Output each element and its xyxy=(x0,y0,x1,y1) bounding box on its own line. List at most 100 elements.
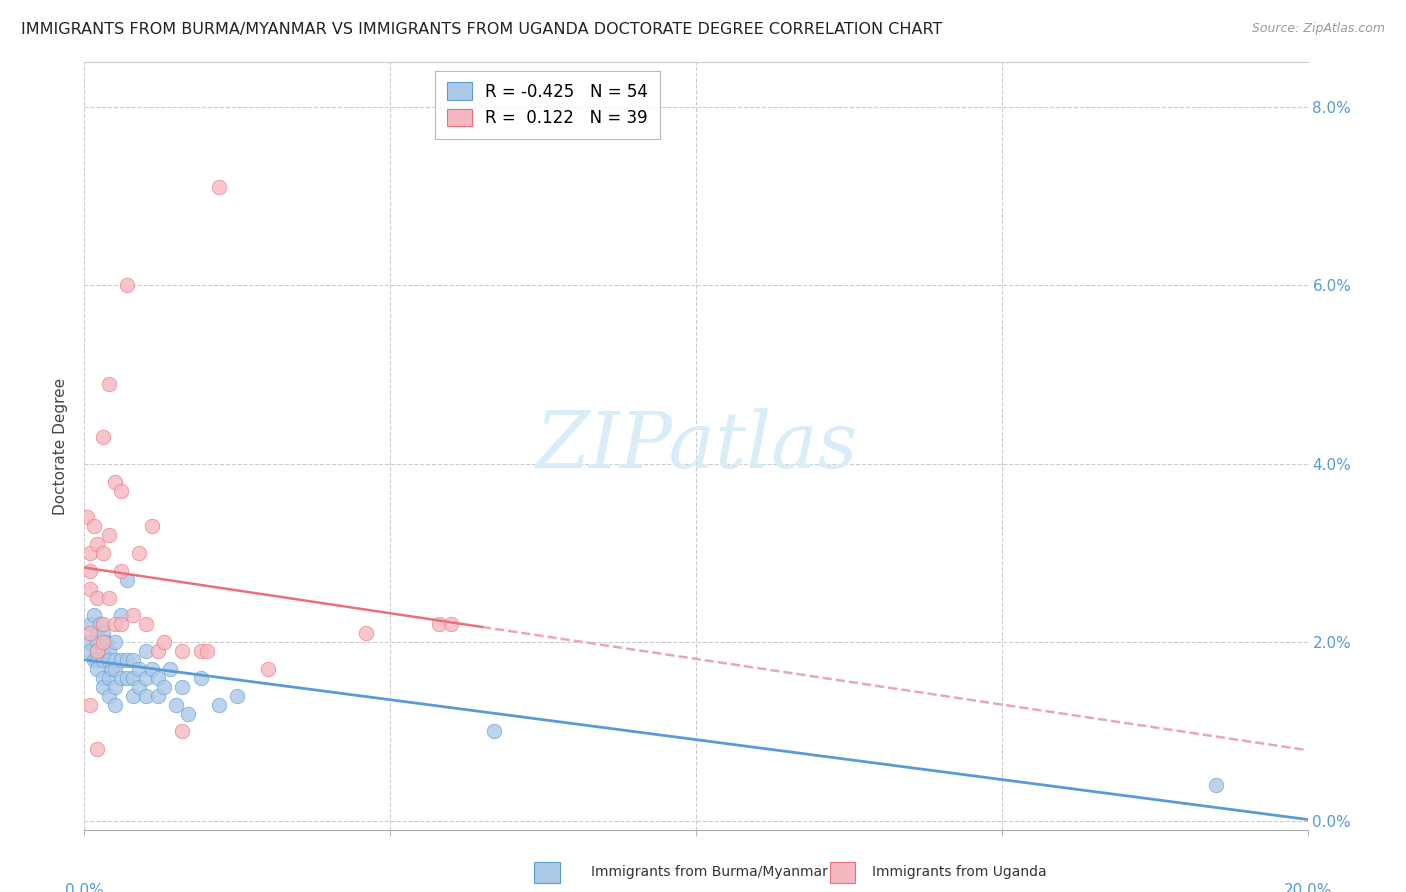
Point xyxy=(86,626,108,640)
Point xyxy=(257,662,280,676)
Point xyxy=(115,653,138,667)
Point xyxy=(208,698,231,712)
Point xyxy=(79,644,101,658)
Point xyxy=(135,644,157,658)
Point xyxy=(91,635,114,649)
Point xyxy=(128,662,150,676)
Point xyxy=(76,510,98,524)
Text: Immigrants from Uganda: Immigrants from Uganda xyxy=(872,865,1046,880)
Point xyxy=(91,653,114,667)
Point xyxy=(104,662,127,676)
Point xyxy=(101,662,124,676)
Point xyxy=(97,644,120,658)
Point xyxy=(86,662,108,676)
Y-axis label: Doctorate Degree: Doctorate Degree xyxy=(53,377,69,515)
Text: IMMIGRANTS FROM BURMA/MYANMAR VS IMMIGRANTS FROM UGANDA DOCTORATE DEGREE CORRELA: IMMIGRANTS FROM BURMA/MYANMAR VS IMMIGRA… xyxy=(21,22,942,37)
Text: Source: ZipAtlas.com: Source: ZipAtlas.com xyxy=(1251,22,1385,36)
Point xyxy=(97,591,120,605)
Point xyxy=(83,519,105,533)
Point xyxy=(482,724,505,739)
Point xyxy=(110,564,132,578)
Point xyxy=(427,617,450,632)
Point xyxy=(86,537,108,551)
Point xyxy=(76,635,98,649)
Point xyxy=(122,653,145,667)
Point xyxy=(135,689,157,703)
Point xyxy=(141,662,163,676)
Point xyxy=(135,671,157,685)
Point xyxy=(91,430,114,444)
Point xyxy=(91,626,114,640)
Point xyxy=(172,644,194,658)
Point xyxy=(91,671,114,685)
Point xyxy=(86,635,108,649)
Point xyxy=(122,671,145,685)
Point xyxy=(83,653,105,667)
Text: 0.0%: 0.0% xyxy=(65,883,104,892)
Point xyxy=(79,626,101,640)
Point xyxy=(1205,778,1227,792)
Point xyxy=(226,689,249,703)
Point xyxy=(159,662,181,676)
Point xyxy=(91,680,114,694)
Point xyxy=(83,608,105,623)
Point xyxy=(86,644,108,658)
Point xyxy=(104,653,127,667)
Point xyxy=(91,546,114,560)
Text: Immigrants from Burma/Myanmar: Immigrants from Burma/Myanmar xyxy=(591,865,827,880)
Point xyxy=(97,653,120,667)
Point xyxy=(128,680,150,694)
Point xyxy=(91,617,114,632)
Point xyxy=(172,724,194,739)
Point xyxy=(104,680,127,694)
Point xyxy=(172,680,194,694)
Point xyxy=(79,564,101,578)
Point xyxy=(146,689,169,703)
Point xyxy=(110,608,132,623)
Point xyxy=(110,617,132,632)
Point xyxy=(89,617,111,632)
Point xyxy=(177,706,200,721)
Point xyxy=(79,617,101,632)
Point xyxy=(97,671,120,685)
Point xyxy=(110,671,132,685)
Point xyxy=(94,635,117,649)
Point xyxy=(165,698,187,712)
Point xyxy=(115,573,138,587)
Point xyxy=(79,582,101,596)
Point xyxy=(104,617,127,632)
Point xyxy=(104,698,127,712)
Point xyxy=(190,671,212,685)
Point xyxy=(141,519,163,533)
Point xyxy=(104,475,127,489)
Point xyxy=(195,644,218,658)
Point xyxy=(97,689,120,703)
Point xyxy=(86,644,108,658)
Point xyxy=(86,591,108,605)
Point xyxy=(91,644,114,658)
Point xyxy=(354,626,377,640)
Point xyxy=(97,376,120,391)
Point xyxy=(86,742,108,756)
Point xyxy=(104,635,127,649)
Point xyxy=(79,546,101,560)
Point xyxy=(146,671,169,685)
Point xyxy=(153,635,176,649)
Point xyxy=(115,278,138,293)
Point xyxy=(208,180,231,194)
Point xyxy=(146,644,169,658)
Legend: R = -0.425   N = 54, R =  0.122   N = 39: R = -0.425 N = 54, R = 0.122 N = 39 xyxy=(436,70,659,139)
Point xyxy=(115,671,138,685)
Point xyxy=(110,653,132,667)
Point xyxy=(440,617,463,632)
Point xyxy=(135,617,157,632)
Point xyxy=(122,608,145,623)
Point xyxy=(153,680,176,694)
Point xyxy=(110,483,132,498)
Point xyxy=(122,689,145,703)
Point xyxy=(128,546,150,560)
Point xyxy=(86,653,108,667)
Point xyxy=(79,698,101,712)
Point xyxy=(190,644,212,658)
Text: ZIPatlas: ZIPatlas xyxy=(534,408,858,484)
